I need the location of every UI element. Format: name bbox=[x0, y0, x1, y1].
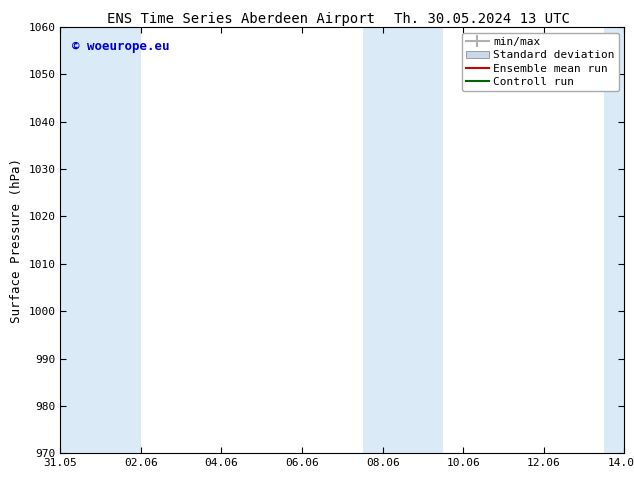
Bar bbox=[101, 27, 141, 453]
Bar bbox=[403, 27, 443, 453]
Bar bbox=[363, 27, 403, 453]
Text: Th. 30.05.2024 13 UTC: Th. 30.05.2024 13 UTC bbox=[394, 12, 570, 26]
Y-axis label: Surface Pressure (hPa): Surface Pressure (hPa) bbox=[10, 158, 23, 322]
Bar bbox=[604, 27, 624, 453]
Text: ENS Time Series Aberdeen Airport: ENS Time Series Aberdeen Airport bbox=[107, 12, 375, 26]
Legend: min/max, Standard deviation, Ensemble mean run, Controll run: min/max, Standard deviation, Ensemble me… bbox=[462, 32, 619, 92]
Text: © woeurope.eu: © woeurope.eu bbox=[72, 40, 169, 53]
Bar bbox=[60, 27, 101, 453]
